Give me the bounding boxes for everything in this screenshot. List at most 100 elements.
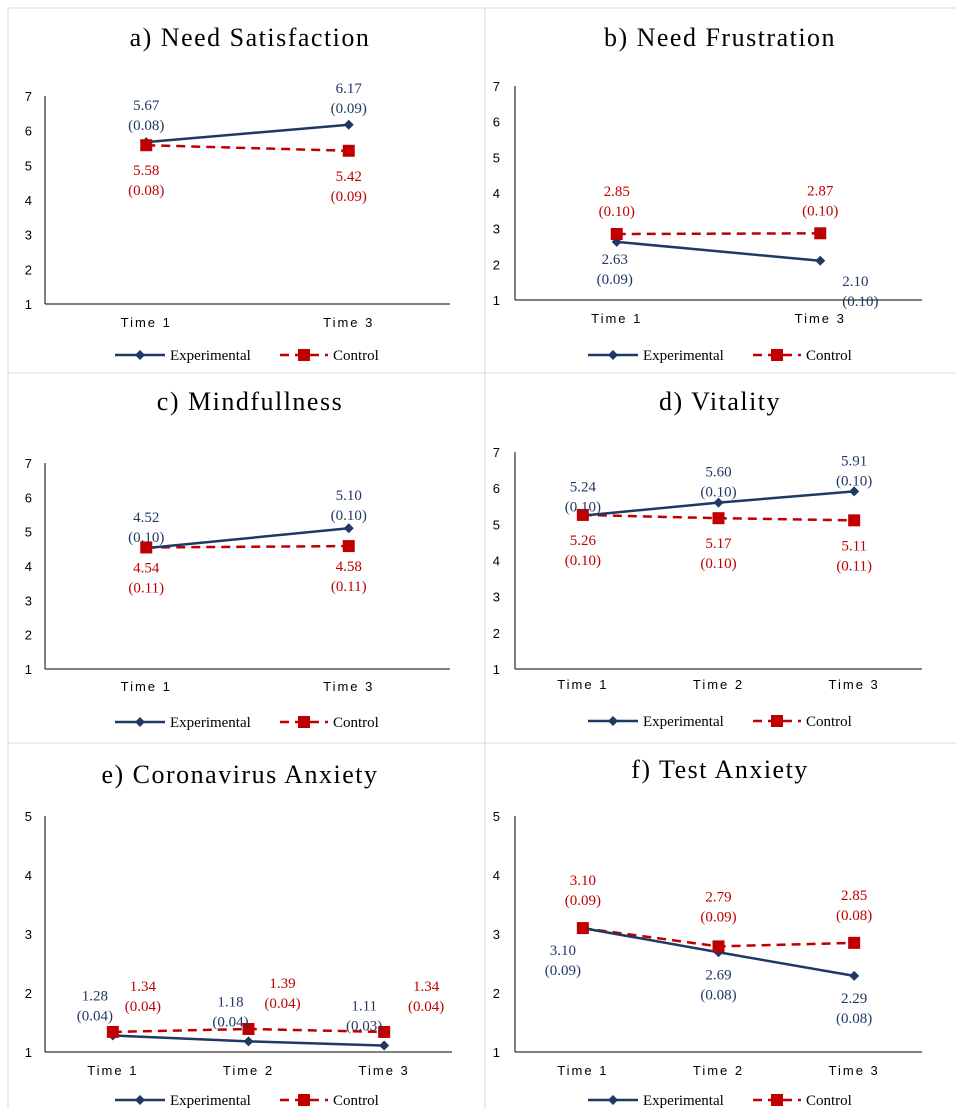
y-tick-label: 5 <box>25 525 32 540</box>
y-tick-label: 2 <box>25 986 32 1001</box>
y-tick-label: 4 <box>25 868 32 883</box>
control-series-line <box>146 143 349 153</box>
y-tick-label: 5 <box>493 150 500 165</box>
y-tick-label: 4 <box>493 186 500 201</box>
experimental-point <box>343 523 354 534</box>
chart-panel-1: a) Need Satisfaction 1 2 3 4 5 6 7 Time 1 Time 3 5… <box>25 23 450 364</box>
experimental-se-label: (0.10) <box>128 530 164 546</box>
y-tick-label: 5 <box>493 809 500 824</box>
control-se-label: (0.10) <box>565 553 601 569</box>
y-tick-label: 1 <box>25 662 32 677</box>
legend-control-label: Control <box>806 1093 852 1109</box>
legend-experimental-label: Experimental <box>643 1093 724 1109</box>
experimental-data-label: 1.28 <box>82 988 108 1004</box>
y-tick-label: 3 <box>493 590 500 605</box>
experimental-se-label: (0.04) <box>77 1008 113 1024</box>
y-tick-label: 2 <box>493 626 500 641</box>
experimental-data-label: 1.18 <box>217 994 243 1010</box>
y-tick-label: 5 <box>25 158 32 173</box>
control-point <box>140 139 153 152</box>
experimental-se-label: (0.08) <box>836 1011 872 1027</box>
control-data-label: 1.34 <box>413 979 440 995</box>
legend-control-marker <box>298 349 310 361</box>
control-point <box>848 514 861 527</box>
legend-experimental-marker <box>608 350 618 360</box>
experimental-se-label: (0.10) <box>565 500 601 516</box>
control-data-label: 2.85 <box>604 184 630 200</box>
control-se-label: (0.11) <box>128 580 164 596</box>
control-se-label: (0.08) <box>128 183 164 199</box>
experimental-data-label: 5.10 <box>336 488 362 504</box>
x-tick-label: Time 1 <box>591 311 642 326</box>
x-tick-label: Time 3 <box>359 1063 410 1078</box>
control-data-label: 2.85 <box>841 888 867 904</box>
y-tick-label: 1 <box>493 293 500 308</box>
x-tick-label: Time 3 <box>829 677 880 692</box>
control-se-label: (0.09) <box>565 893 601 909</box>
control-point <box>140 541 153 554</box>
control-point <box>848 936 861 949</box>
legend-experimental-label: Experimental <box>643 714 724 730</box>
chart-title: c) Mindfullness <box>157 387 343 416</box>
control-se-label: (0.11) <box>331 579 367 595</box>
y-tick-label: 3 <box>25 593 32 608</box>
experimental-point <box>343 119 354 130</box>
legend-experimental-label: Experimental <box>170 1093 251 1109</box>
experimental-se-label: (0.08) <box>700 987 736 1003</box>
chart-panel-6: f) Test Anxiety 1 2 3 4 5 Time 1 Time 2 Time 3 3.… <box>493 755 922 1109</box>
control-series-line <box>146 544 349 549</box>
control-data-label: 1.39 <box>269 976 295 992</box>
experimental-point <box>815 255 826 266</box>
control-point <box>378 1025 391 1038</box>
experimental-series-line <box>616 240 821 263</box>
legend-control-marker <box>771 349 783 361</box>
experimental-se-label: (0.08) <box>128 118 164 134</box>
control-se-label: (0.04) <box>125 999 161 1015</box>
chart-title: a) Need Satisfaction <box>130 23 371 52</box>
legend-experimental-marker <box>608 716 618 726</box>
experimental-se-label: (0.10) <box>842 294 878 310</box>
experimental-data-label: 3.10 <box>550 943 576 959</box>
control-point <box>106 1025 119 1038</box>
y-tick-label: 2 <box>493 257 500 272</box>
control-data-label: 2.87 <box>807 183 834 199</box>
y-tick-label: 6 <box>493 481 500 496</box>
control-data-label: 5.58 <box>133 163 159 179</box>
legend-control-marker <box>298 1094 310 1106</box>
control-point <box>712 512 725 525</box>
control-se-label: (0.09) <box>331 189 367 205</box>
experimental-point <box>379 1040 390 1051</box>
control-data-label: 4.54 <box>133 560 160 576</box>
control-point <box>342 540 355 553</box>
y-tick-label: 6 <box>25 490 32 505</box>
y-tick-label: 2 <box>25 262 32 277</box>
y-tick-label: 2 <box>493 986 500 1001</box>
y-tick-label: 1 <box>25 297 32 312</box>
chart-title: f) Test Anxiety <box>631 755 809 784</box>
control-data-label: 1.34 <box>130 979 157 995</box>
chart-panel-5: e) Coronavirus Anxiety 1 2 3 4 5 Time 1 Time 2 T… <box>25 760 452 1109</box>
control-point <box>712 940 725 953</box>
control-point <box>814 227 827 240</box>
control-data-label: 5.42 <box>336 169 362 185</box>
chart-panel-2: b) Need Frustration 1 2 3 4 5 6 7 Time 1 Time 3 2.… <box>493 23 922 364</box>
experimental-data-label: 2.29 <box>841 991 867 1007</box>
control-se-label: (0.08) <box>836 908 872 924</box>
chart-panel-3: c) Mindfullness 1 2 3 4 5 6 7 Time 1 Time 3 4.52 (0… <box>25 387 450 731</box>
experimental-se-label: (0.09) <box>331 101 367 117</box>
legend-control-label: Control <box>806 348 852 364</box>
legend-control-marker <box>771 715 783 727</box>
experimental-data-label: 5.24 <box>570 480 597 496</box>
y-tick-label: 1 <box>25 1045 32 1060</box>
legend-control-marker <box>298 716 310 728</box>
experimental-data-label: 6.17 <box>336 81 363 97</box>
y-tick-label: 3 <box>493 927 500 942</box>
experimental-se-label: (0.10) <box>331 508 367 524</box>
control-se-label: (0.04) <box>264 996 300 1012</box>
experimental-data-label: 5.91 <box>841 453 867 469</box>
x-tick-label: Time 2 <box>693 1063 744 1078</box>
y-tick-label: 1 <box>493 662 500 677</box>
chart-panel-4: d) Vitality 1 2 3 4 5 6 7 Time 1 Time 2 Time 3 5.24… <box>493 387 922 730</box>
experimental-point <box>849 970 860 981</box>
experimental-data-label: 2.69 <box>705 967 731 983</box>
